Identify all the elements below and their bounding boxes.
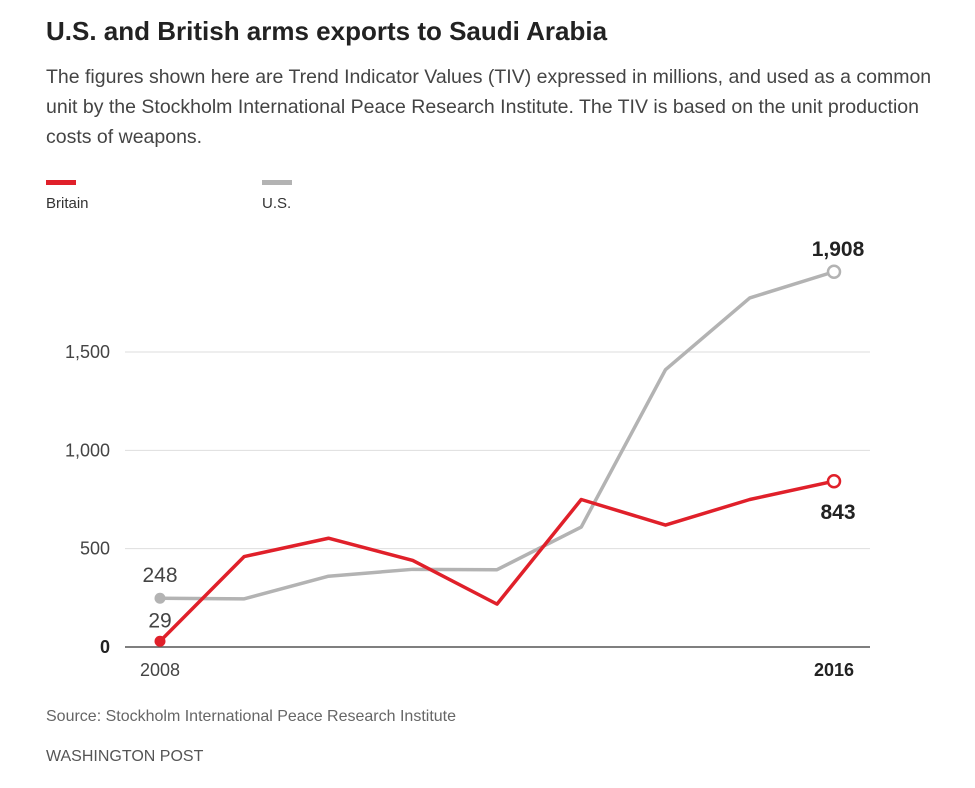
data-point-us: [826, 264, 842, 280]
x-axis-ticks: 2008 2016: [140, 660, 854, 680]
legend-label-britain: Britain: [46, 195, 89, 212]
legend-item-us: U.S.: [262, 180, 292, 212]
legend-item-britain: Britain: [46, 180, 89, 212]
data-label-britain-2008: 29: [148, 609, 171, 632]
grid-lines: [125, 351, 870, 648]
y-tick-label: 1,000: [65, 440, 110, 460]
y-tick-label: 0: [100, 637, 110, 657]
chart-title: U.S. and British arms exports to Saudi A…: [46, 16, 608, 46]
legend-label-us: U.S.: [262, 195, 292, 212]
data-point-us: [154, 592, 166, 604]
data-label-us-2016: 1,908: [812, 238, 865, 261]
legend-swatch-britain: [46, 180, 76, 185]
series-lines: [154, 264, 842, 647]
data-point-britain: [826, 473, 842, 489]
data-label-us-2008: 248: [142, 564, 177, 587]
source-note: Source: Stockholm International Peace Re…: [46, 708, 456, 725]
series-line-britain: [158, 479, 836, 644]
y-axis-ticks: 0 500 1,000 1,500: [65, 342, 110, 657]
data-label-britain-2016: 843: [820, 501, 855, 524]
x-tick-label: 2016: [814, 660, 854, 680]
x-tick-label: 2008: [140, 660, 180, 680]
y-tick-label: 1,500: [65, 342, 110, 362]
data-point-britain: [154, 635, 166, 647]
legend-swatch-us: [262, 180, 292, 185]
data-labels: 248 29 1,908 843: [142, 238, 864, 633]
series-line-us: [158, 270, 836, 601]
y-tick-label: 500: [80, 539, 110, 559]
credit-line: WASHINGTON POST: [46, 748, 204, 765]
chart-subtitle: The figures shown here are Trend Indicat…: [46, 66, 932, 148]
